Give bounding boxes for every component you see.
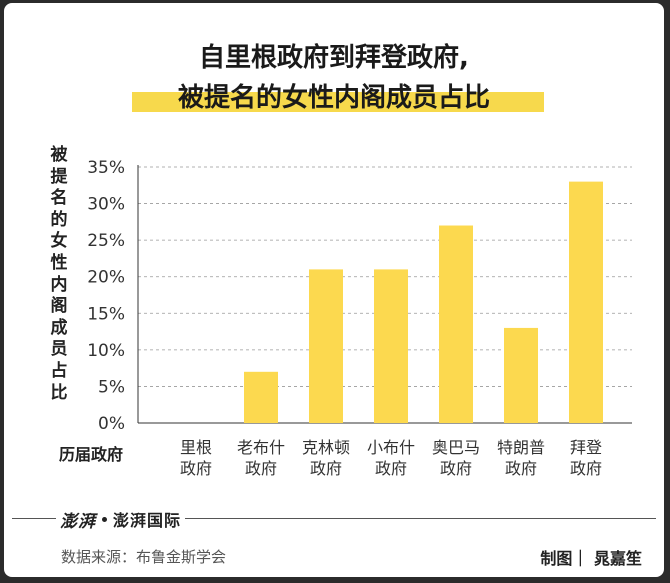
y-axis-label-char: 名 [50,188,68,209]
y-axis-label-char: 比 [50,382,68,403]
y-axis-label-char: 提 [50,166,68,187]
y-tick-label: 25% [87,231,125,251]
footer-divider [12,518,656,519]
bar-chart: 0% 5% 10% 15% 20% 25% 30% 35% 里根政府老布什政府克林顿政府小布什政… [87,158,632,478]
y-axis-label-char: 内 [50,274,68,295]
y-tick-label: 5% [98,377,125,397]
publisher-logo: 澎湃 澎湃国际 [56,504,186,534]
bar [309,269,343,423]
bar [504,327,538,423]
data-source: 数据来源：布鲁金斯学会 [61,548,227,566]
y-axis-label-char: 被 [50,145,68,165]
bar [439,225,473,423]
x-axis-label: 历届政府 [59,445,124,464]
y-axis-label: 被提名的女性内阁成员占比 [48,145,70,404]
logo-name: 澎湃国际 [113,511,182,530]
logo-mark: 澎湃 [60,511,96,532]
y-tick-label: 20% [87,268,125,288]
chart-card: 自里根政府到拜登政府, 被提名的女性内阁成员占比 被提名的女性内阁成员占比 0%… [4,3,664,577]
x-tick-label: 克林顿政府 [302,438,350,478]
y-axis-label-char: 员 [50,339,68,360]
x-tick-label: 拜登政府 [570,438,602,478]
x-tick-label: 奥巴马政府 [432,438,480,478]
y-tick-label: 35% [87,158,125,178]
x-tick-label: 小布什政府 [367,438,415,478]
x-tick-label: 特朗普政府 [497,438,545,478]
title-highlight [132,92,544,112]
y-axis-label-char: 阁 [50,296,68,317]
y-axis-label-char: 成 [50,317,68,338]
x-tick-label: 里根政府 [180,438,212,478]
logo-dot-icon [102,516,107,522]
y-axis-label-char: 性 [50,252,68,273]
y-tick-label: 10% [87,341,125,361]
bar [244,371,278,423]
title-line-2: 被提名的女性内阁成员占比 [177,83,490,113]
y-tick-label: 30% [87,195,125,215]
y-tick-label: 0% [98,414,125,434]
y-axis-label-char: 占 [50,360,68,381]
y-tick-label: 15% [87,304,125,324]
y-axis-label-char: 女 [50,231,68,252]
bar [374,269,408,423]
x-tick-label: 老布什政府 [237,438,285,478]
title-line-1: 自里根政府到拜登政府, [199,43,469,73]
bar [569,181,603,423]
y-axis-label-char: 的 [50,209,68,230]
chart-credit: 制图｜ 晁嘉笙 [540,549,642,568]
